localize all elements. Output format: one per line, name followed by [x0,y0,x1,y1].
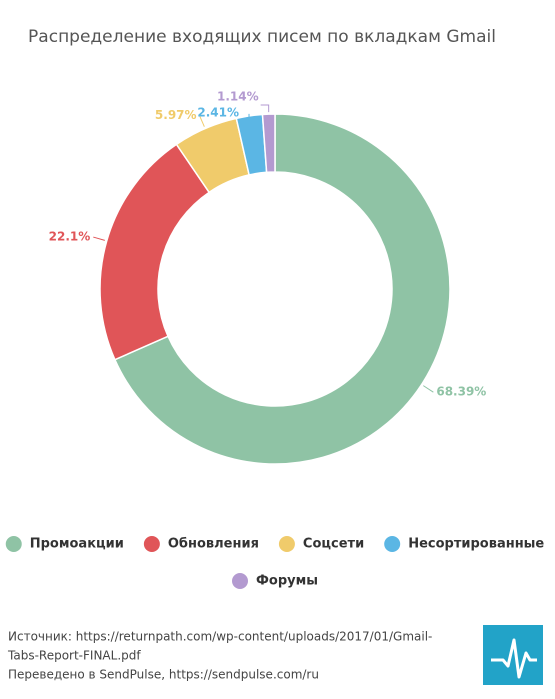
legend-item: Несортированные [384,536,544,552]
value-label: 22.1% [49,230,91,244]
leader-line [93,236,105,241]
logo-background [483,625,543,685]
leader-line [260,104,270,113]
donut-segment [99,143,211,361]
value-label: 2.41% [197,106,239,120]
leader-line [241,113,250,122]
logo-pulse [491,638,537,679]
legend-marker [143,536,160,552]
value-label: 1.14% [217,90,259,104]
legend-marker [232,573,248,589]
legend-marker [5,536,22,552]
legend-item: Промоакции [5,536,124,552]
leader-line [423,385,434,393]
logo [483,625,543,685]
legend-marker [384,536,401,552]
leader-line [199,115,205,127]
source-line: Переведено в SendPulse, https://sendpuls… [8,668,319,682]
chart-title: Распределение входящих писем по вкладкам… [28,27,496,47]
legend-item: Обновления [143,536,259,552]
legend-marker [278,536,295,552]
legend-label: Форумы [256,574,318,589]
donut-segment [113,113,451,465]
legend-label: Промоакции [30,537,124,552]
legend-label: Соцсети [303,537,364,552]
value-label: 5.97% [155,108,197,122]
legend-item: Форумы [232,573,318,589]
source-line: Tabs-Report-FINAL.pdf [7,649,141,663]
donut-segment [261,113,276,174]
legend-item: Соцсети [278,536,364,552]
value-label: 68.39% [436,385,486,399]
legend-label: Обновления [168,537,259,552]
legend-label: Несортированные [408,537,544,552]
source-line: Источник: https://returnpath.com/wp-cont… [8,630,432,644]
